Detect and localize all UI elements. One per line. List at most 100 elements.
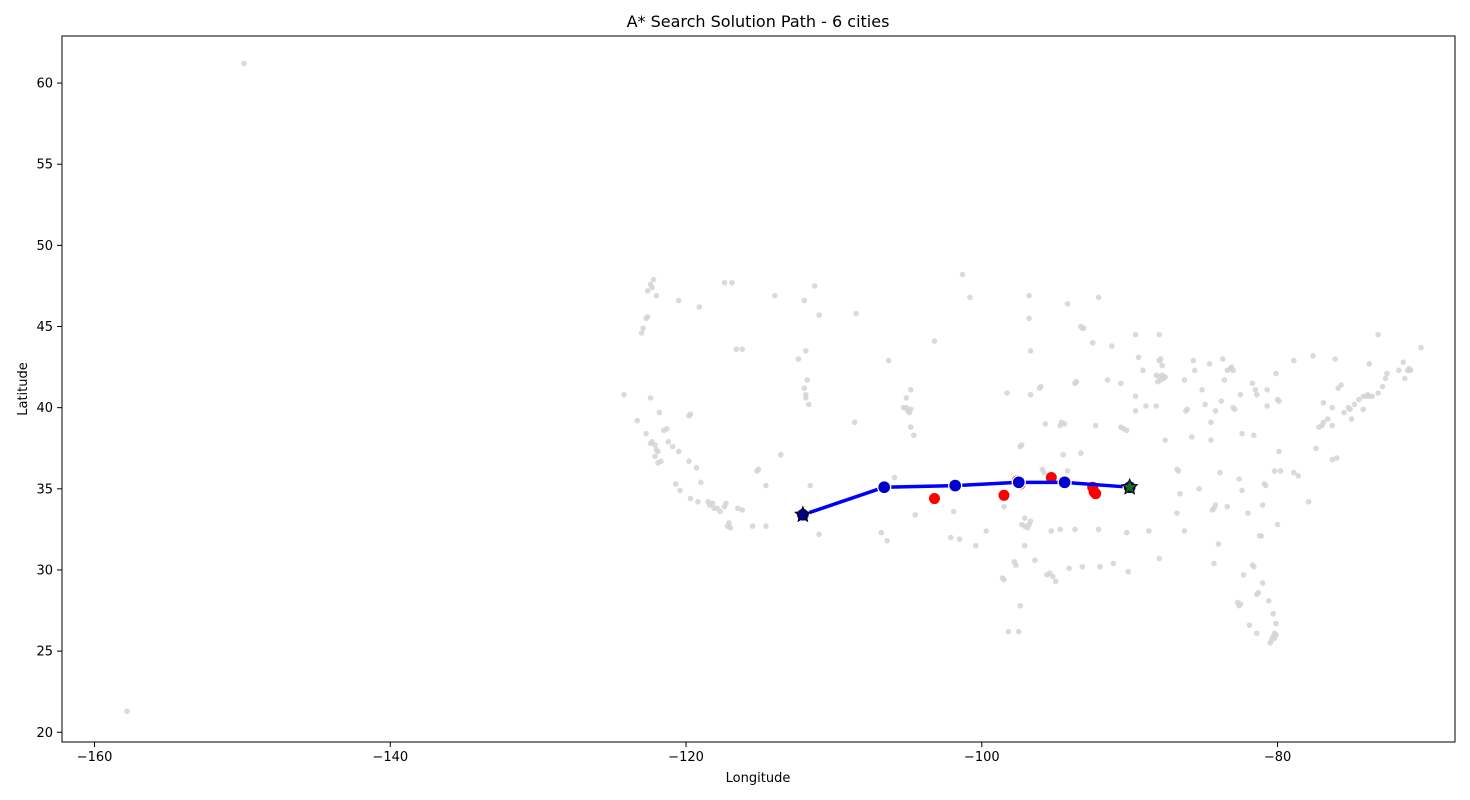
city-point <box>1335 385 1341 391</box>
city-point <box>644 288 651 294</box>
city-point <box>634 417 641 424</box>
city-point <box>805 401 812 408</box>
city-point <box>1404 367 1411 374</box>
city-point <box>959 271 966 278</box>
city-point <box>1097 563 1103 570</box>
city-point <box>1341 409 1347 416</box>
city-point <box>771 292 778 299</box>
y-tick-label: 40 <box>36 401 53 416</box>
city-point <box>1027 518 1034 525</box>
city-point <box>1208 419 1214 426</box>
city-point <box>1255 589 1262 596</box>
city-point <box>878 529 885 536</box>
city-point <box>1024 524 1031 531</box>
city-point <box>1291 357 1297 364</box>
city-point <box>1190 357 1197 364</box>
city-point <box>1061 421 1068 427</box>
city-point <box>1257 533 1263 539</box>
x-axis: −160 −140 −120 −100 −80 <box>77 742 1291 765</box>
city-point <box>1202 401 1208 408</box>
city-point <box>1264 387 1270 393</box>
city-point <box>1026 292 1032 299</box>
city-point <box>1400 359 1407 366</box>
city-point <box>652 453 658 460</box>
city-point <box>910 432 917 439</box>
city-point <box>1369 393 1375 400</box>
city-point <box>1175 468 1182 474</box>
city-point <box>1332 356 1339 362</box>
city-point <box>1048 528 1055 534</box>
city-point <box>1001 503 1007 510</box>
city-point <box>643 430 649 437</box>
city-point <box>1156 331 1163 338</box>
city-point <box>727 524 734 531</box>
x-tick-label: −100 <box>964 750 1000 765</box>
city-point <box>763 523 769 529</box>
city-point <box>1015 628 1022 635</box>
path-node <box>1011 475 1026 490</box>
city-point <box>1140 367 1146 374</box>
city-point <box>950 508 957 515</box>
city-point <box>644 313 651 320</box>
city-point <box>739 507 746 513</box>
city-point <box>891 474 898 481</box>
y-tick-label: 55 <box>36 158 53 173</box>
city-point <box>705 498 712 505</box>
city-point <box>717 508 723 515</box>
city-point <box>1295 473 1302 479</box>
city-point <box>1057 526 1063 533</box>
city-point <box>1021 515 1028 521</box>
city-point <box>638 330 645 336</box>
y-axis-label: Latitude <box>16 362 31 416</box>
city-point <box>1199 387 1205 393</box>
city-point <box>686 458 692 465</box>
explored-point <box>998 489 1010 501</box>
city-point <box>696 304 703 310</box>
city-point <box>1228 364 1235 370</box>
city-point <box>1218 398 1225 404</box>
city-point <box>1237 391 1244 398</box>
city-point <box>931 338 938 344</box>
y-tick-label: 50 <box>36 239 53 254</box>
city-point <box>1143 403 1149 409</box>
city-point <box>1265 598 1272 604</box>
city-point <box>1271 468 1278 474</box>
city-point <box>1159 362 1166 369</box>
path-node <box>1057 475 1072 490</box>
city-point <box>947 534 954 541</box>
city-point <box>1117 380 1124 387</box>
city-point <box>853 310 859 317</box>
city-point <box>1162 437 1168 443</box>
city-point <box>973 542 979 549</box>
city-point <box>1104 377 1111 383</box>
city-point <box>1206 361 1213 367</box>
city-point <box>1132 408 1139 414</box>
city-point <box>621 391 627 398</box>
city-point <box>1156 357 1163 364</box>
city-point <box>983 528 990 534</box>
city-point <box>908 406 914 413</box>
city-point <box>1333 455 1340 461</box>
city-point <box>1011 559 1018 565</box>
city-point <box>1254 630 1260 637</box>
city-point <box>777 451 784 458</box>
x-tick-label: −80 <box>1264 750 1291 765</box>
city-point <box>803 395 809 401</box>
city-point <box>1356 396 1362 403</box>
city-point <box>1052 578 1059 585</box>
city-point <box>903 395 910 401</box>
city-point <box>908 387 914 393</box>
city-point <box>1325 416 1331 422</box>
city-point <box>1259 502 1266 508</box>
city-point <box>1273 370 1279 377</box>
city-point <box>698 479 704 486</box>
city-point <box>1224 503 1231 510</box>
city-point <box>1360 406 1367 413</box>
city-point <box>1064 468 1071 474</box>
city-point <box>1236 476 1242 482</box>
city-point <box>1305 498 1312 505</box>
city-point <box>1132 331 1139 338</box>
y-tick-label: 45 <box>36 320 53 335</box>
y-tick-label: 20 <box>36 726 53 741</box>
